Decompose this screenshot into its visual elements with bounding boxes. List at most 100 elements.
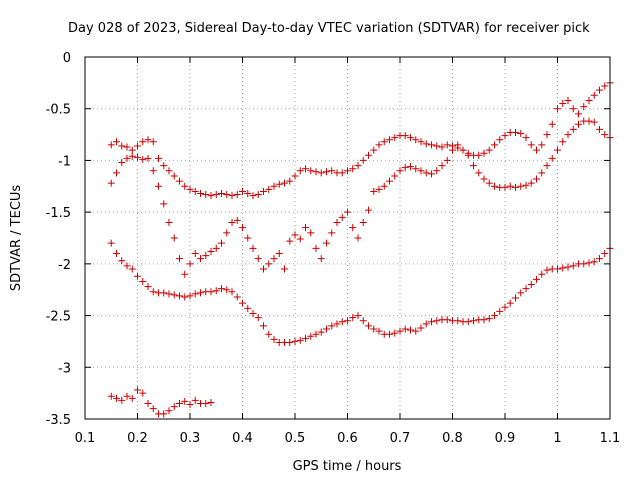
data-point: [223, 286, 231, 294]
x-tick-label: 0.6: [337, 431, 358, 446]
x-tick-label: 0.1: [75, 431, 96, 446]
data-point: [485, 315, 493, 323]
data-point: [527, 141, 535, 149]
y-tick-label: -1.5: [46, 206, 71, 221]
data-point: [422, 169, 430, 177]
data-point: [165, 218, 173, 226]
data-point: [480, 175, 488, 183]
data-point: [254, 255, 262, 263]
data-point: [396, 167, 404, 175]
data-point: [270, 255, 278, 263]
data-point: [554, 105, 561, 113]
data-point: [375, 327, 383, 335]
data-point: [302, 165, 309, 173]
data-point: [134, 272, 141, 280]
axis-ticks: 0.1 0.2 0.3 0.4 0.5 0.6 0.7 0.8 0.9 1 1.1 0 -0.5 -1 -1…: [46, 51, 621, 446]
data-point: [233, 293, 241, 301]
data-point: [223, 191, 231, 199]
data-point: [197, 289, 204, 297]
data-point: [380, 182, 388, 190]
data-point: [501, 303, 509, 311]
data-point: [302, 334, 309, 342]
data-point: [407, 326, 414, 334]
data-point: [118, 142, 126, 150]
data-point: [480, 316, 488, 324]
y-tick-label: -3: [58, 361, 71, 376]
data-point: [170, 291, 178, 299]
data-point: [533, 175, 540, 183]
data-point: [554, 265, 561, 273]
data-point: [596, 255, 603, 263]
data-point: [349, 314, 357, 322]
data-point: [391, 172, 399, 180]
data-point: [401, 164, 409, 172]
data-point: [407, 163, 414, 171]
data-point: [176, 177, 183, 185]
data-point: [359, 218, 367, 226]
data-point: [443, 141, 451, 149]
data-point: [249, 244, 257, 252]
data-point: [260, 265, 267, 273]
data-point: [580, 103, 588, 111]
data-point: [128, 146, 136, 154]
data-point: [428, 318, 435, 326]
data-point: [260, 322, 267, 330]
data-point: [107, 239, 115, 247]
data-point: [128, 152, 136, 160]
data-point: [144, 154, 152, 162]
series-4: [107, 386, 215, 418]
data-point: [228, 192, 236, 200]
data-point: [202, 191, 210, 199]
data-point: [107, 179, 115, 187]
data-point: [265, 185, 273, 193]
data-point: [344, 208, 351, 216]
data-point: [569, 105, 577, 113]
data-point: [370, 187, 378, 195]
data-point: [359, 317, 367, 325]
data-point: [244, 190, 252, 198]
data-point: [370, 146, 378, 154]
series-1: [107, 79, 614, 200]
data-point: [543, 266, 551, 274]
data-point: [212, 287, 220, 295]
data-point: [564, 96, 572, 104]
data-point: [470, 317, 477, 325]
data-point: [286, 237, 294, 245]
data-point: [354, 312, 362, 320]
data-point: [176, 255, 183, 263]
data-point: [223, 229, 231, 237]
data-point: [538, 270, 546, 278]
data-point: [359, 156, 367, 164]
data-point: [149, 138, 157, 146]
y-tick-label: 0: [63, 51, 71, 66]
data-point: [433, 317, 441, 325]
data-point: [391, 134, 399, 142]
data-point: [590, 91, 598, 99]
data-point: [601, 131, 609, 139]
x-tick-label: 0.3: [180, 431, 201, 446]
data-point: [228, 288, 236, 296]
data-point: [491, 312, 498, 320]
data-point: [212, 244, 220, 252]
data-point: [191, 396, 199, 404]
data-point: [160, 410, 168, 418]
data-point: [181, 397, 189, 405]
data-point: [428, 141, 435, 149]
data-point: [527, 281, 535, 289]
data-point: [186, 401, 194, 409]
data-point: [401, 325, 409, 333]
data-point: [233, 191, 241, 199]
data-point: [270, 182, 278, 190]
data-point: [191, 290, 199, 298]
data-point: [575, 110, 582, 118]
data-point: [149, 288, 157, 296]
data-point: [522, 181, 530, 189]
data-point: [543, 162, 551, 170]
data-point: [464, 151, 472, 159]
x-tick-label: 0.9: [495, 431, 516, 446]
data-point: [207, 247, 215, 255]
data-point: [333, 320, 341, 328]
data-point: [438, 162, 446, 170]
data-point: [412, 165, 420, 173]
